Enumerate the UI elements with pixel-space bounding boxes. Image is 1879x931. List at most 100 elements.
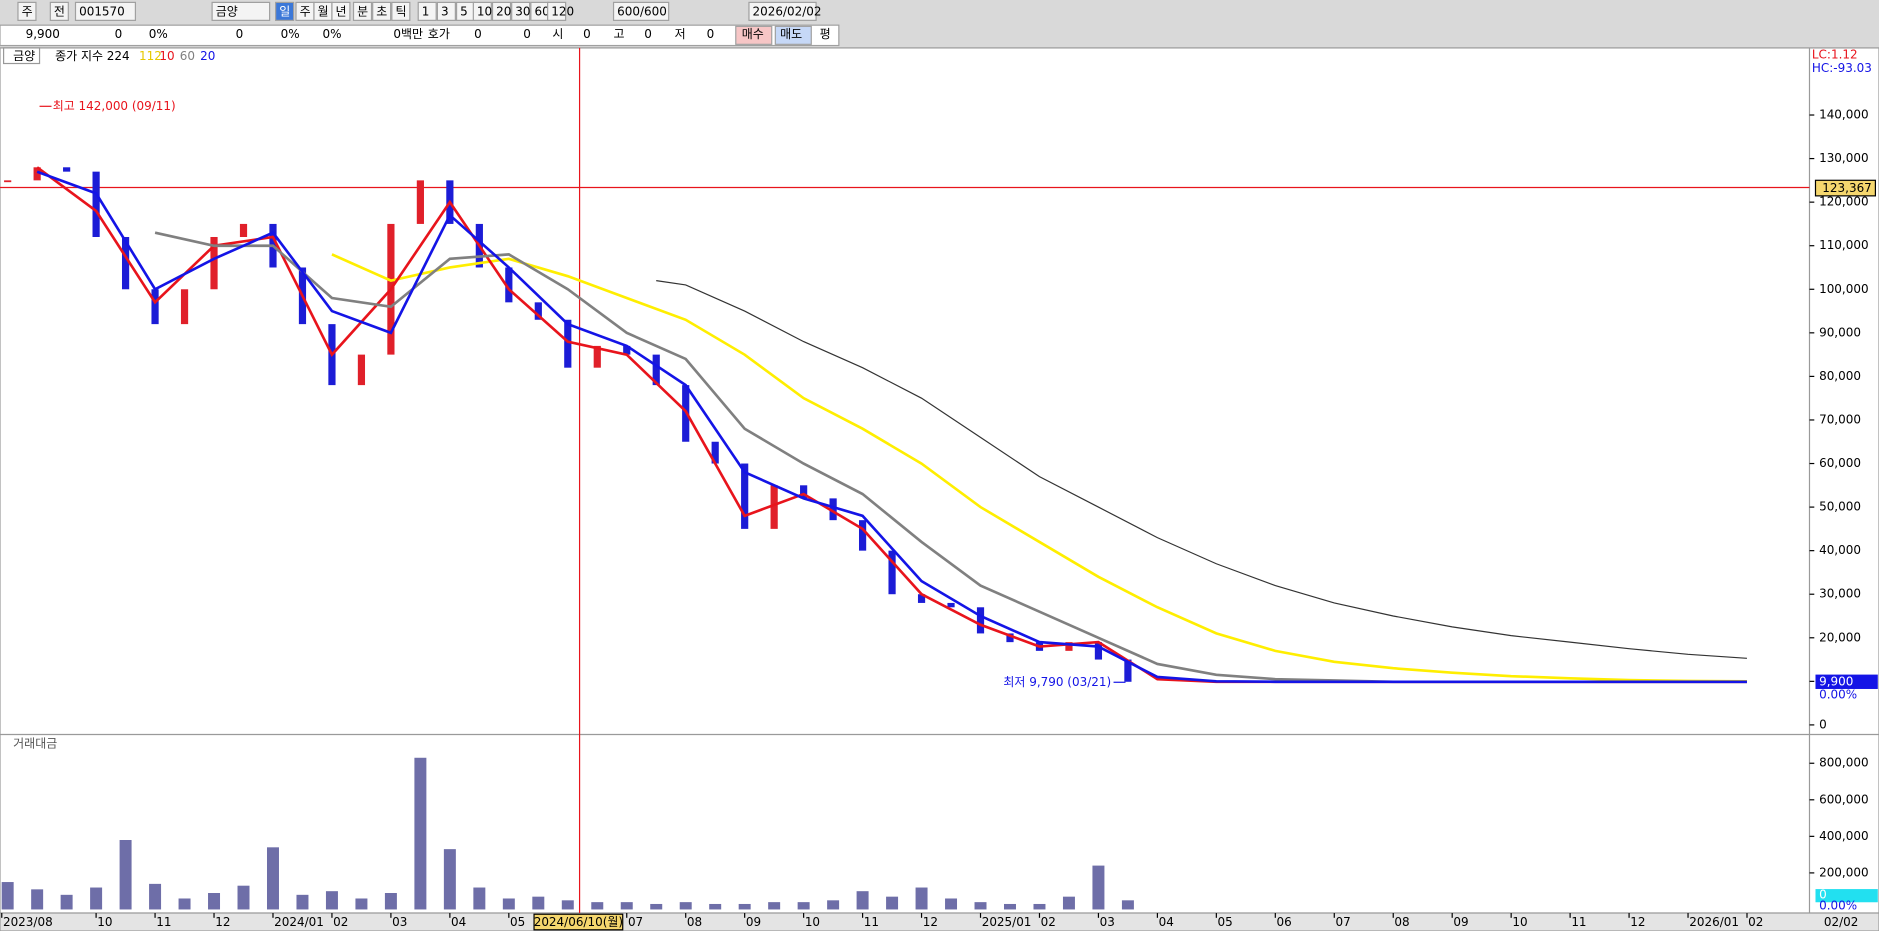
sell-button[interactable] — [774, 25, 812, 45]
toolbar-text[interactable]: 600/600 — [617, 4, 667, 18]
toolbar-text[interactable]: 년 — [336, 4, 347, 18]
info-text: 0백만 — [393, 27, 423, 41]
toolbar-text[interactable]: 2026/02/02 — [753, 4, 822, 18]
toolbar-text[interactable]: 30 — [515, 4, 530, 18]
info-text[interactable]: 매수 — [742, 27, 764, 41]
last-volume-box — [1815, 889, 1878, 903]
price-candle — [623, 345, 631, 355]
toolbar-button[interactable] — [612, 1, 670, 21]
toolbar-text[interactable]: 5 — [460, 4, 468, 18]
legend-title: 종가 지수 224 — [55, 49, 130, 63]
toolbar-button[interactable] — [17, 1, 37, 21]
volume-bar — [1092, 865, 1105, 910]
last-change: 0.00% — [1819, 687, 1857, 701]
toolbar-button[interactable] — [417, 1, 437, 21]
toolbar-text[interactable]: 월 — [318, 4, 329, 18]
toolbar-button[interactable] — [331, 1, 351, 21]
toolbar-text[interactable]: 3 — [441, 4, 449, 18]
toolbar-button[interactable] — [436, 1, 456, 21]
toolbar-text[interactable]: 120 — [551, 4, 574, 18]
info-text: 0 — [474, 27, 482, 41]
volume-bar — [650, 903, 663, 910]
toolbar-text[interactable]: 1 — [422, 4, 430, 18]
toolbar-button[interactable] — [49, 1, 69, 21]
price-candle — [4, 180, 12, 183]
toolbar-button[interactable] — [211, 1, 271, 21]
crosshair-x-label: 2024/06/10(월) — [534, 915, 623, 929]
toolbar-text[interactable]: 10 — [477, 4, 492, 18]
ma-line — [331, 253, 1747, 683]
volume-bar — [443, 849, 456, 910]
toolbar-text[interactable]: 금양 — [216, 4, 238, 18]
y-tick-label: 40,000 — [1819, 543, 1861, 557]
toolbar-button[interactable] — [74, 1, 137, 21]
info-text: 시 — [552, 27, 563, 41]
toolbar-text[interactable]: 분 — [357, 4, 368, 18]
y-tick-label: 60,000 — [1819, 456, 1861, 470]
x-axis-bg — [0, 912, 1879, 931]
chart-bg — [0, 47, 1879, 914]
volume-bar — [856, 891, 869, 910]
toolbar-text[interactable]: 60 — [534, 4, 549, 18]
toolbar-button[interactable] — [372, 1, 392, 21]
volume-bar — [296, 894, 309, 910]
price-candle — [917, 594, 926, 603]
toolbar-button[interactable] — [491, 1, 512, 21]
price-candle — [1124, 659, 1132, 682]
volume-bar — [591, 902, 604, 910]
annotation-text: 최저 9,790 (03/21) — [1003, 675, 1111, 689]
volume-bar — [974, 902, 987, 910]
toolbar-text[interactable]: 초 — [376, 4, 387, 18]
crosshair-x-box — [533, 913, 624, 931]
toolbar-button[interactable] — [511, 1, 531, 21]
toolbar-text[interactable]: 001570 — [79, 4, 125, 18]
x-tick-label: 2026/01 — [1689, 915, 1739, 929]
price-candle — [829, 498, 837, 521]
x-tick-label: 11 — [156, 915, 171, 929]
toolbar-button[interactable] — [275, 1, 295, 21]
toolbar-button[interactable] — [748, 1, 817, 21]
info-text[interactable]: 매도 — [780, 27, 802, 41]
buy-button[interactable] — [735, 25, 773, 45]
toolbar-button[interactable] — [547, 1, 567, 21]
volume-bar — [178, 898, 191, 910]
info-text[interactable]: 평 — [820, 27, 831, 41]
x-tick-label: 08 — [687, 915, 702, 929]
toolbar-button[interactable] — [472, 1, 492, 21]
volume-bar — [1004, 903, 1016, 910]
toolbar-text[interactable]: 주 — [22, 4, 33, 18]
y-tick-label: 140,000 — [1819, 108, 1869, 122]
x-tick-label: 10 — [1512, 915, 1527, 929]
info-bar — [0, 24, 840, 47]
toolbar-text[interactable]: 주 — [300, 4, 311, 18]
price-candle — [180, 289, 189, 325]
price-candle — [1006, 633, 1014, 643]
volume-bar — [620, 902, 633, 910]
y-tick-label: 120,000 — [1819, 195, 1869, 209]
x-tick-label: 09 — [746, 915, 761, 929]
legend-entry: 112 — [139, 49, 162, 63]
y-tick-label: 30,000 — [1819, 587, 1861, 601]
volume-bar — [208, 893, 221, 910]
volume-bar — [915, 887, 928, 910]
y-tick-label: 80,000 — [1819, 369, 1861, 383]
toolbar-button[interactable] — [391, 1, 411, 21]
volume-bar — [709, 903, 722, 910]
price-candle — [505, 267, 513, 303]
x-tick-label: 12 — [1630, 915, 1645, 929]
hc-label: HC:-93.03 — [1812, 61, 1872, 75]
x-tick-label: 02 — [1748, 915, 1763, 929]
y-tick-label: 130,000 — [1819, 151, 1869, 165]
toolbar-text[interactable]: 20 — [496, 4, 511, 18]
toolbar-text[interactable]: 일 — [279, 4, 290, 18]
volume-bar — [237, 885, 250, 910]
volume-bar — [679, 902, 692, 910]
toolbar-text[interactable]: 틱 — [395, 4, 406, 18]
toolbar-text[interactable]: 전 — [54, 4, 65, 18]
volume-bar — [384, 893, 397, 910]
volume-bar — [90, 887, 103, 910]
volume-bar — [1033, 903, 1046, 910]
x-tick-label: 09 — [1453, 915, 1468, 929]
toolbar-button[interactable] — [352, 1, 373, 21]
x-tick-label: 03 — [392, 915, 407, 929]
